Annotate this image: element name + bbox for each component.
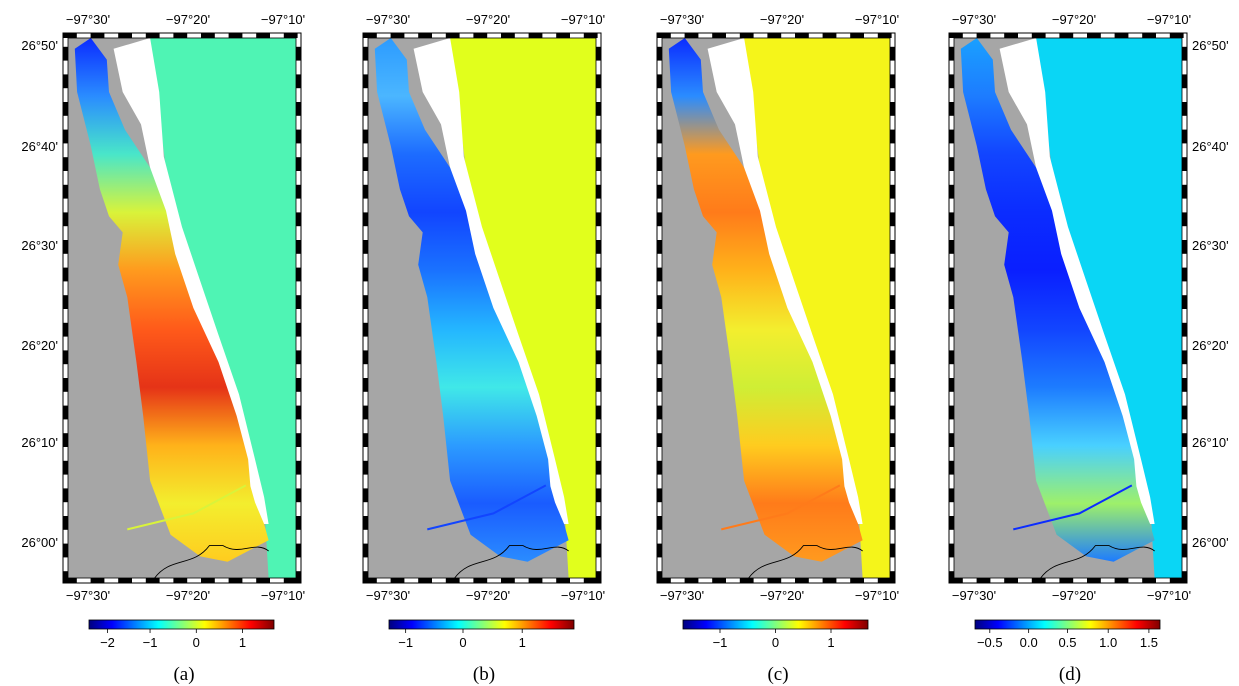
lon-tick-label-bottom: −97°10' — [261, 588, 305, 603]
colorbar-tick-label: 0.5 — [1058, 635, 1076, 650]
lat-tick-label-right: 26°50' — [1192, 38, 1229, 53]
lon-tick-label-bottom: −97°20' — [466, 588, 510, 603]
colorbar-tick-label: 0 — [459, 635, 466, 650]
colorbar-tick-label: 0.0 — [1020, 635, 1038, 650]
map-panel-c: −97°30' −97°30' −97°20' −97°20' −97°10' −97°1… — [656, 12, 899, 685]
lat-tick-label-left: 26°10' — [21, 435, 58, 450]
panel-caption: (a) — [173, 664, 194, 685]
coastline — [748, 545, 863, 579]
colorbar-ramp — [974, 619, 1161, 630]
frame-checker — [63, 33, 301, 583]
colorbar-ramp — [682, 619, 869, 630]
coastline — [454, 545, 569, 579]
lon-tick-label-top: −97°20' — [760, 12, 804, 27]
panel-caption: (d) — [1059, 664, 1081, 685]
colorbar: −1 0 1 — [388, 619, 575, 650]
lon-tick-label-top: −97°30' — [66, 12, 110, 27]
coastline — [154, 545, 269, 579]
colorbar-tick-label: −1 — [713, 635, 728, 650]
frame-checker — [657, 33, 895, 583]
lon-tick-label-top: −97°30' — [952, 12, 996, 27]
lat-tick-label-right: 26°10' — [1192, 435, 1229, 450]
lon-tick-label-top: −97°30' — [366, 12, 410, 27]
colorbar-tick-label: 0 — [772, 635, 779, 650]
panel-caption: (c) — [767, 664, 788, 685]
gulf-water — [150, 38, 296, 578]
lat-tick-label-right: 26°00' — [1192, 535, 1229, 550]
lat-tick-label-right: 26°20' — [1192, 338, 1229, 353]
lat-tick-label-left: 26°50' — [21, 38, 58, 53]
colorbar-tick-label: −0.5 — [977, 635, 1003, 650]
lon-tick-label-top: −97°20' — [466, 12, 510, 27]
gulf-water — [450, 38, 596, 578]
lon-tick-label-bottom: −97°20' — [1052, 588, 1096, 603]
colorbar-tick-label: −2 — [100, 635, 115, 650]
colorbar-tick-label: 1.0 — [1099, 635, 1117, 650]
colorbar-ramp — [388, 619, 575, 630]
lat-tick-label-right: 26°40' — [1192, 139, 1229, 154]
laguna-madre-bay — [960, 38, 1155, 562]
lon-tick-label-bottom: −97°20' — [760, 588, 804, 603]
ship-channel — [721, 484, 841, 531]
lon-tick-label-bottom: −97°30' — [366, 588, 410, 603]
laguna-madre-bay — [668, 38, 863, 562]
ship-channel — [427, 484, 547, 531]
ship-channel — [1013, 484, 1133, 531]
lat-tick-label-right: 26°30' — [1192, 238, 1229, 253]
lon-tick-label-bottom: −97°30' — [66, 588, 110, 603]
lat-tick-label-left: 26°30' — [21, 238, 58, 253]
colorbar-ramp — [88, 619, 275, 630]
colorbar-tick-label: −1 — [143, 635, 158, 650]
map-panel-b: −97°30' −97°30' −97°20' −97°20' −97°10' −97°1… — [362, 12, 605, 685]
colorbar: −2 −1 0 1 — [88, 619, 275, 650]
ship-channel — [127, 484, 247, 531]
colorbar-tick-label: 1 — [239, 635, 246, 650]
colorbar-tick-label: −1 — [398, 635, 413, 650]
panel-caption: (b) — [473, 664, 495, 685]
lon-tick-label-bottom: −97°10' — [855, 588, 899, 603]
lon-tick-label-bottom: −97°10' — [561, 588, 605, 603]
lon-tick-label-top: −97°10' — [1147, 12, 1191, 27]
colorbar: −0.5 0.0 0.5 1.0 1.5 — [974, 619, 1161, 650]
lon-tick-label-top: −97°30' — [660, 12, 704, 27]
gulf-water — [744, 38, 890, 578]
colorbar-tick-label: 1 — [519, 635, 526, 650]
map-panel-a: −97°30' −97°30' −97°20' −97°20' −97°10' −97°1… — [21, 12, 305, 685]
laguna-madre-bay — [374, 38, 569, 562]
gulf-water — [1036, 38, 1182, 578]
lat-tick-label-left: 26°00' — [21, 535, 58, 550]
frame-checker — [949, 33, 1187, 583]
colorbar-tick-label: 1.5 — [1140, 635, 1158, 650]
colorbar-tick-label: 1 — [827, 635, 834, 650]
frame-checker — [363, 33, 601, 583]
lon-tick-label-top: −97°10' — [855, 12, 899, 27]
laguna-madre-bay — [74, 38, 269, 562]
colorbar-tick-label: 0 — [193, 635, 200, 650]
coastline — [1040, 545, 1155, 579]
lon-tick-label-bottom: −97°10' — [1147, 588, 1191, 603]
lon-tick-label-top: −97°10' — [261, 12, 305, 27]
lon-tick-label-top: −97°20' — [166, 12, 210, 27]
lat-tick-label-left: 26°20' — [21, 338, 58, 353]
lon-tick-label-bottom: −97°20' — [166, 588, 210, 603]
lon-tick-label-bottom: −97°30' — [952, 588, 996, 603]
lon-tick-label-top: −97°10' — [561, 12, 605, 27]
map-panel-d: −97°30' −97°30' −97°20' −97°20' −97°10' −97°1… — [948, 12, 1229, 685]
lon-tick-label-top: −97°20' — [1052, 12, 1096, 27]
lon-tick-label-bottom: −97°30' — [660, 588, 704, 603]
lat-tick-label-left: 26°40' — [21, 139, 58, 154]
colorbar: −1 0 1 — [682, 619, 869, 650]
